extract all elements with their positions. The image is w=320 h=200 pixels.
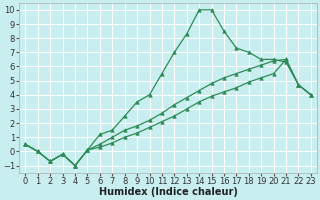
- X-axis label: Humidex (Indice chaleur): Humidex (Indice chaleur): [99, 187, 237, 197]
